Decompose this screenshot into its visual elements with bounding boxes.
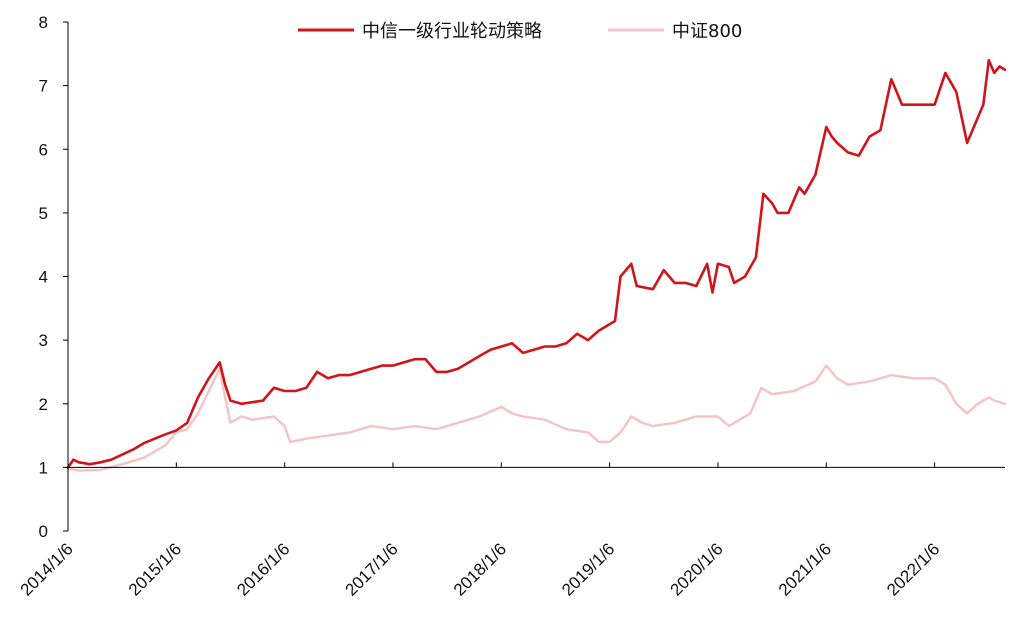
y-tick-label: 0 (39, 522, 48, 541)
x-tick-label: 2015/1/6 (125, 539, 185, 599)
y-tick-label: 4 (39, 268, 48, 287)
series-line-strategy (66, 58, 1007, 469)
legend-label-csi800: 中证800 (672, 21, 742, 42)
x-tick-label: 2018/1/6 (450, 539, 510, 599)
x-tick-label: 2014/1/6 (17, 539, 77, 599)
axis-layer: 0 1 2 3 4 5 6 7 8 2014/1/6 2015/1/6 2016/1/6 2017/1/… (17, 13, 1005, 600)
y-tick-label: 3 (39, 331, 48, 350)
x-tick-label: 2019/1/6 (558, 539, 618, 599)
y-tick-label: 5 (39, 204, 48, 223)
y-tick-label: 7 (39, 77, 48, 96)
y-tick-label: 1 (39, 458, 48, 477)
x-tick-label: 2016/1/6 (233, 539, 293, 599)
legend-label-strategy: 中信一级行业轮动策略 (362, 21, 542, 42)
x-tick-label: 2021/1/6 (775, 539, 835, 599)
x-tick-label: 2017/1/6 (342, 539, 402, 599)
y-tick-label: 2 (39, 395, 48, 414)
x-tick-label: 2020/1/6 (667, 539, 727, 599)
y-tick-label: 8 (39, 13, 48, 32)
legend: 中信一级行业轮动策略 中证800 (298, 21, 742, 42)
x-tick-label: 2022/1/6 (883, 539, 943, 599)
series-layer (66, 58, 1007, 472)
y-tick-label: 6 (39, 140, 48, 159)
series-line-csi800 (66, 364, 1007, 472)
